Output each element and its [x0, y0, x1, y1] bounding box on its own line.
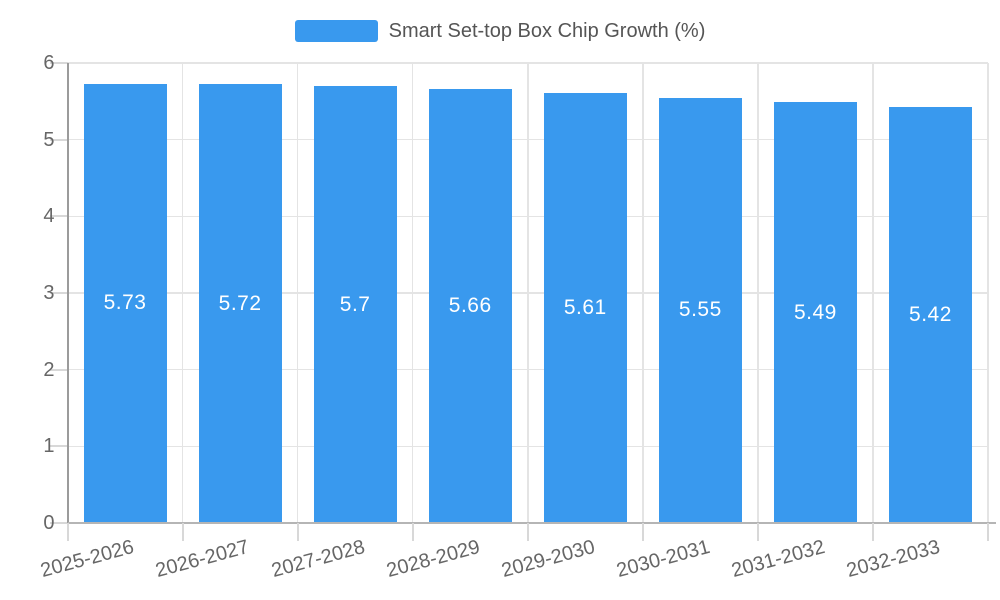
y-axis-tick — [49, 368, 68, 371]
gridline-vertical — [987, 63, 989, 523]
bar-value-label: 5.66 — [448, 294, 492, 318]
y-axis-tick — [49, 522, 68, 524]
y-axis-line — [66, 63, 69, 541]
gridline-vertical — [296, 63, 299, 523]
bar[interactable]: 5.61 — [543, 92, 627, 523]
x-tick-label: 2028-2029 — [383, 536, 482, 583]
bar-value-label: 5.61 — [563, 295, 607, 319]
bar-value-label: 5.73 — [103, 291, 147, 315]
x-axis-tick — [756, 523, 759, 541]
bar-value-label: 5.49 — [793, 300, 837, 324]
gridline-vertical — [642, 63, 644, 523]
x-axis-tick — [66, 523, 69, 541]
x-axis-tick — [871, 523, 874, 541]
bar[interactable]: 5.73 — [83, 83, 167, 523]
x-tick-label: 2032-2033 — [844, 536, 943, 583]
gridline-vertical — [411, 63, 414, 523]
x-tick-label: 2025-2026 — [38, 536, 137, 583]
bar-value-label: 5.7 — [339, 292, 371, 316]
x-axis-tick — [411, 523, 414, 541]
x-axis-tick — [526, 523, 529, 541]
bar-value-label: 5.55 — [678, 298, 722, 322]
y-tick-label: 6 — [43, 52, 55, 74]
y-axis-tick — [49, 445, 68, 448]
bar[interactable]: 5.66 — [428, 89, 512, 523]
gridline-vertical — [181, 63, 184, 523]
y-tick-label: 1 — [43, 435, 55, 458]
legend-label: Smart Set-top Box Chip Growth (%) — [388, 20, 706, 42]
y-axis-tick — [49, 215, 68, 218]
bar[interactable]: 5.42 — [888, 107, 972, 523]
x-axis-tick — [987, 523, 989, 541]
x-tick-label: 2029-2030 — [498, 536, 597, 583]
x-tick-label: 2031-2032 — [729, 536, 828, 583]
gridline-vertical — [757, 63, 759, 523]
y-axis-tick — [49, 292, 68, 294]
y-axis-tick — [49, 138, 68, 141]
y-tick-label: 5 — [43, 128, 55, 151]
x-tick-label: 2030-2031 — [613, 536, 713, 583]
y-axis-tick — [49, 62, 68, 64]
y-tick-label: 2 — [43, 358, 55, 381]
chart-legend[interactable]: Smart Set-top Box Chip Growth (%) — [0, 20, 1000, 42]
gridline-vertical — [527, 63, 529, 523]
bar[interactable]: 5.7 — [313, 86, 397, 523]
x-axis-line — [67, 522, 996, 524]
y-tick-label: 0 — [43, 512, 55, 534]
x-tick-label: 2027-2028 — [268, 536, 367, 583]
legend-swatch-icon — [294, 20, 378, 42]
x-axis-tick — [296, 523, 299, 541]
bar-value-label: 5.72 — [218, 291, 262, 315]
x-axis-tick — [641, 523, 644, 541]
y-tick-label: 4 — [43, 205, 55, 228]
x-tick-label: 2026-2027 — [153, 536, 252, 583]
gridline-vertical — [872, 63, 874, 523]
bar[interactable]: 5.49 — [773, 102, 857, 523]
y-tick-label: 3 — [43, 282, 55, 304]
x-axis-tick — [181, 523, 184, 541]
bar[interactable]: 5.72 — [198, 84, 282, 523]
bar-value-label: 5.42 — [909, 303, 952, 327]
bar[interactable]: 5.55 — [658, 97, 742, 523]
